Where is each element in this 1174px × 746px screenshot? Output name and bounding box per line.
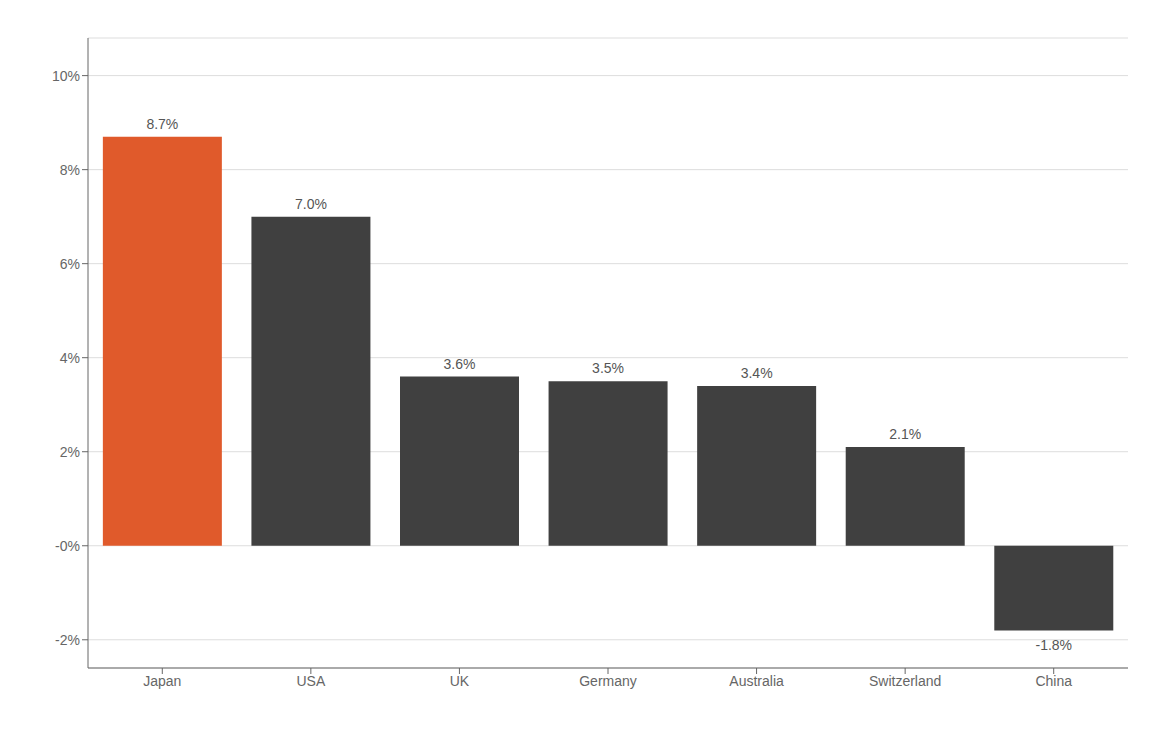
svg-text:8.7%: 8.7%	[146, 116, 178, 132]
svg-text:3.6%: 3.6%	[444, 356, 476, 372]
svg-text:7.0%: 7.0%	[295, 196, 327, 212]
svg-text:Switzerland: Switzerland	[869, 673, 941, 689]
svg-text:3.5%: 3.5%	[592, 360, 624, 376]
svg-text:-2%: -2%	[55, 632, 80, 648]
svg-text:2.1%: 2.1%	[889, 426, 921, 442]
svg-text:UK: UK	[450, 673, 470, 689]
svg-text:10%: 10%	[52, 68, 80, 84]
svg-text:China: China	[1035, 673, 1072, 689]
svg-text:Japan: Japan	[143, 673, 181, 689]
svg-text:6%: 6%	[60, 256, 80, 272]
svg-text:2%: 2%	[60, 444, 80, 460]
svg-text:-1.8%: -1.8%	[1035, 637, 1072, 653]
svg-text:-0%: -0%	[55, 538, 80, 554]
svg-text:4%: 4%	[60, 350, 80, 366]
svg-text:Germany: Germany	[579, 673, 637, 689]
svg-text:USA: USA	[296, 673, 325, 689]
svg-text:Australia: Australia	[729, 673, 784, 689]
svg-text:8%: 8%	[60, 162, 80, 178]
svg-text:3.4%: 3.4%	[741, 365, 773, 381]
